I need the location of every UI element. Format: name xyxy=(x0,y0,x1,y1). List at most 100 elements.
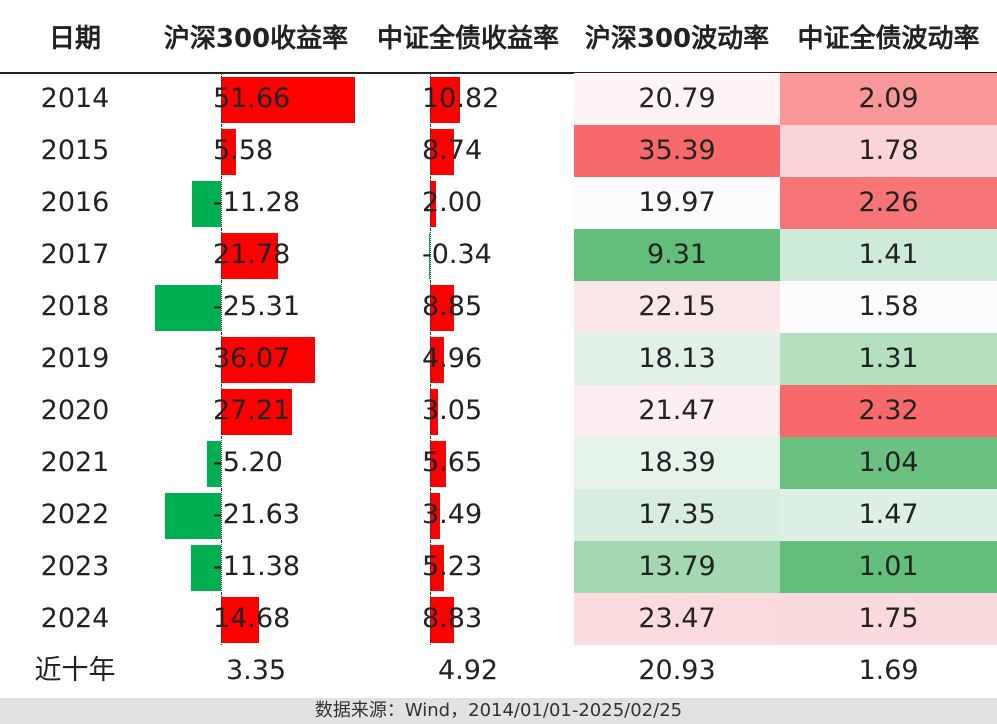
csi300-return-axis xyxy=(221,177,222,229)
year-label: 2015 xyxy=(40,135,110,166)
source-footer: 数据来源：Wind，2014/01/01-2025/02/25 xyxy=(0,698,997,724)
bond-return-bar xyxy=(430,77,460,123)
bond-volatility-cell: 1.04 xyxy=(780,437,997,489)
csi300-volatility-cell: 18.13 xyxy=(574,333,780,385)
year-label: 2018 xyxy=(40,291,110,322)
csi300-return-axis xyxy=(221,385,222,437)
csi300-return-bar xyxy=(221,597,260,643)
bond-return-bar xyxy=(430,493,440,539)
csi300-return-value: -11.28 xyxy=(213,187,301,218)
year-label: 2017 xyxy=(40,239,110,270)
table-row: 2015 5.58 8.74 35.39 1.78 xyxy=(0,125,997,177)
csi300-return-bar xyxy=(207,441,221,487)
header-bond-volatility: 中证全债波动率 xyxy=(797,24,980,54)
summary-bond-volatility: 1.69 xyxy=(858,655,919,686)
table-row: 2020 27.21 3.05 21.47 2.32 xyxy=(0,385,997,437)
bond-return-value: 8.74 xyxy=(422,135,483,166)
bond-return-axis xyxy=(430,177,431,229)
csi300-return-axis xyxy=(221,333,222,385)
csi300-return-bar xyxy=(164,493,221,539)
table-row: 2014 51.66 10.82 20.79 2.09 xyxy=(0,73,997,125)
csi300-return-bar xyxy=(221,337,315,383)
bond-return-axis xyxy=(430,593,431,645)
csi300-volatility-cell: 22.15 xyxy=(574,281,780,333)
bond-return-value: 8.85 xyxy=(422,291,483,322)
csi300-return-axis xyxy=(221,593,222,645)
bond-return-bar xyxy=(430,545,445,591)
bond-volatility-cell: 1.47 xyxy=(780,489,997,541)
bond-return-value: 8.83 xyxy=(422,603,483,634)
bond-return-value: 3.05 xyxy=(422,395,483,426)
bond-return-bar xyxy=(430,389,439,435)
table-row: 2018 -25.31 8.85 22.15 1.58 xyxy=(0,281,997,333)
csi300-return-axis xyxy=(221,541,222,593)
bond-return-value: 5.23 xyxy=(422,551,483,582)
bond-volatility-cell: 1.01 xyxy=(780,541,997,593)
bond-return-value: -0.34 xyxy=(422,239,492,270)
bond-return-bar xyxy=(430,441,446,487)
year-label: 2021 xyxy=(40,447,110,478)
bond-return-value: 4.96 xyxy=(422,343,483,374)
csi300-return-axis xyxy=(221,125,222,177)
bond-return-bar xyxy=(430,337,444,383)
bond-return-value: 3.49 xyxy=(422,499,483,530)
table-row: 2019 36.07 4.96 18.13 1.31 xyxy=(0,333,997,385)
csi300-volatility-cell: 17.35 xyxy=(574,489,780,541)
bond-return-axis xyxy=(430,125,431,177)
csi300-return-bar xyxy=(221,129,236,175)
bond-volatility-cell: 1.78 xyxy=(780,125,997,177)
year-label: 2016 xyxy=(40,187,110,218)
csi300-return-value: 5.58 xyxy=(213,135,274,166)
year-label: 2023 xyxy=(40,551,110,582)
csi300-return-value: 21.78 xyxy=(213,239,291,270)
table-row: 2022 -21.63 3.49 17.35 1.47 xyxy=(0,489,997,541)
bond-volatility-cell: 1.31 xyxy=(780,333,997,385)
summary-bond-return: 4.92 xyxy=(437,655,499,686)
csi300-volatility-cell: 19.97 xyxy=(574,177,780,229)
year-label: 2020 xyxy=(40,395,110,426)
csi300-volatility-cell: 23.47 xyxy=(574,593,780,645)
csi300-return-value: -5.20 xyxy=(213,447,283,478)
csi300-return-value: 51.66 xyxy=(213,83,291,114)
bond-return-axis xyxy=(430,489,431,541)
csi300-return-bar xyxy=(221,233,278,279)
bond-return-bar xyxy=(430,129,455,175)
csi300-return-value: 36.07 xyxy=(213,343,291,374)
year-label: 2024 xyxy=(40,603,110,634)
year-label: 2022 xyxy=(40,499,110,530)
header-csi300-volatility: 沪深300波动率 xyxy=(584,24,770,54)
bond-volatility-cell: 1.75 xyxy=(780,593,997,645)
summary-label: 近十年 xyxy=(34,655,116,686)
year-label: 2019 xyxy=(40,343,110,374)
csi300-return-bar xyxy=(191,545,221,591)
table-row: 2017 21.78 -0.34 9.31 1.41 xyxy=(0,229,997,281)
summary-csi300-return: 3.35 xyxy=(225,655,287,686)
table-row: 2023 -11.38 5.23 13.79 1.01 xyxy=(0,541,997,593)
table-row: 2024 14.68 8.83 23.47 1.75 xyxy=(0,593,997,645)
bond-volatility-cell: 1.58 xyxy=(780,281,997,333)
csi300-volatility-cell: 9.31 xyxy=(574,229,780,281)
bond-return-axis xyxy=(430,541,431,593)
bond-return-axis xyxy=(430,437,431,489)
csi300-volatility-cell: 35.39 xyxy=(574,125,780,177)
bond-return-value: 10.82 xyxy=(422,83,500,114)
csi300-return-axis xyxy=(221,489,222,541)
bond-return-value: 2.00 xyxy=(422,187,483,218)
csi300-return-value: -11.38 xyxy=(213,551,301,582)
table-header: 日期 沪深300收益率 中证全债收益率 沪深300波动率 中证全债波动率 xyxy=(0,0,997,74)
csi300-return-bar xyxy=(155,285,221,331)
bond-volatility-cell: 2.26 xyxy=(780,177,997,229)
table-row: 2021 -5.20 5.65 18.39 1.04 xyxy=(0,437,997,489)
header-date: 日期 xyxy=(48,24,101,54)
bond-volatility-cell: 2.09 xyxy=(780,73,997,125)
csi300-return-value: -25.31 xyxy=(213,291,301,322)
header-csi300-return: 沪深300收益率 xyxy=(163,24,349,54)
bond-return-axis xyxy=(430,333,431,385)
bond-return-bar xyxy=(430,181,436,227)
table-row: 2016 -11.28 2.00 19.97 2.26 xyxy=(0,177,997,229)
csi300-return-bar xyxy=(221,389,292,435)
csi300-return-bar xyxy=(191,181,221,227)
csi300-volatility-cell: 18.39 xyxy=(574,437,780,489)
bond-volatility-cell: 1.41 xyxy=(780,229,997,281)
